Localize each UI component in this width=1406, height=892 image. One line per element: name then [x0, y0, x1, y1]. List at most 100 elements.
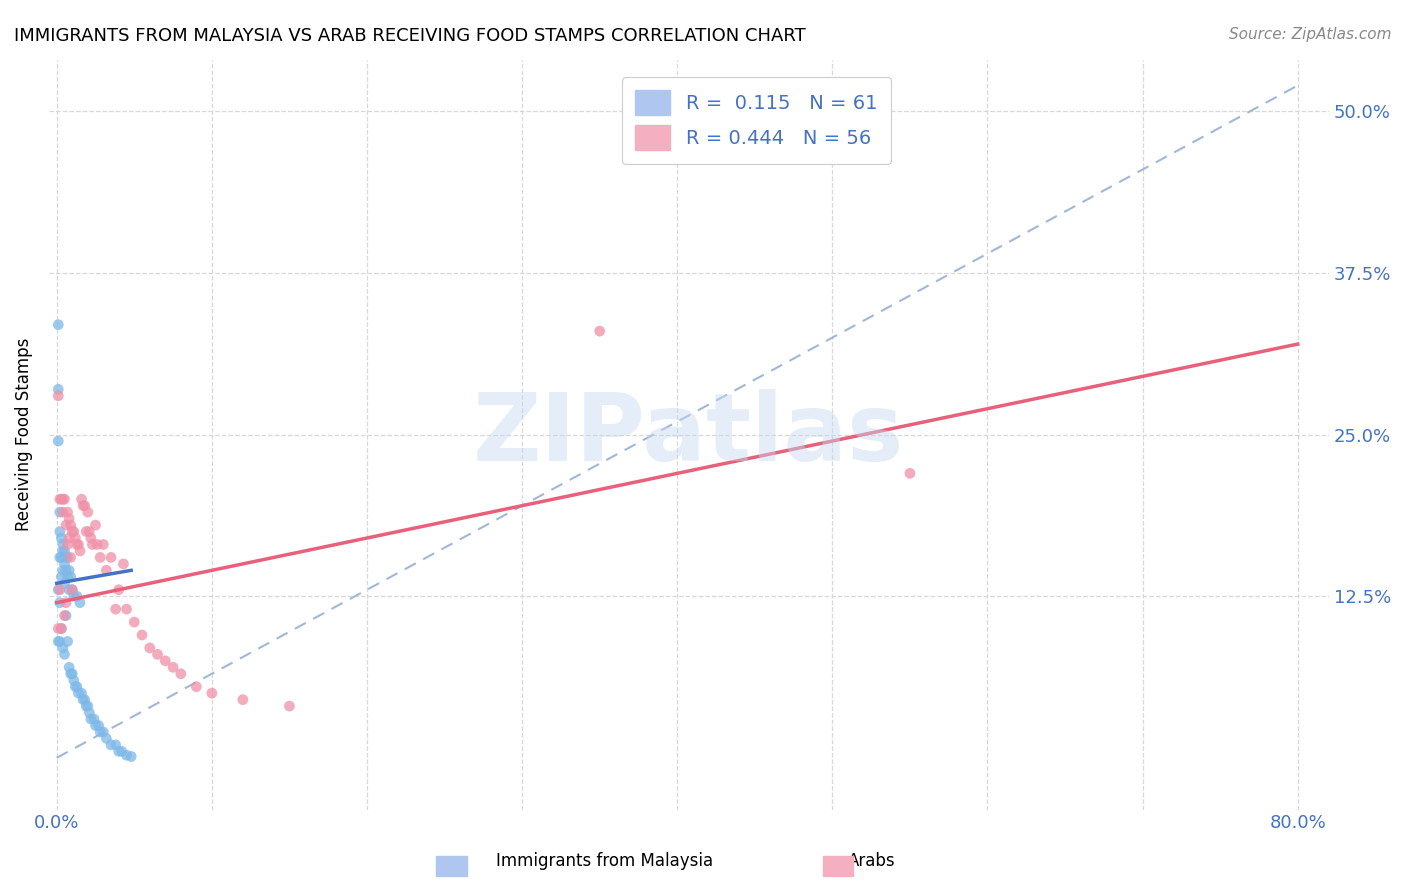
Point: [232, 692, 254, 706]
Point: [170, 666, 193, 681]
Point: [84, 518, 107, 533]
Point: [53, 544, 76, 558]
Text: Arabs: Arabs: [848, 852, 896, 870]
Point: [53, 608, 76, 623]
Point: [66, 680, 89, 694]
Point: [52, 544, 75, 558]
Point: [49, 596, 72, 610]
Point: [55, 596, 77, 610]
Point: [46, 318, 69, 332]
Point: [155, 654, 177, 668]
Point: [53, 557, 76, 571]
Point: [84, 718, 107, 732]
Point: [91, 537, 114, 551]
Point: [58, 563, 80, 577]
Point: [82, 537, 104, 551]
Point: [51, 570, 73, 584]
Text: ZIPatlas: ZIPatlas: [474, 389, 904, 481]
Point: [72, 499, 94, 513]
Point: [96, 731, 118, 746]
Point: [69, 596, 91, 610]
Point: [107, 744, 129, 758]
Text: Immigrants from Malaysia: Immigrants from Malaysia: [496, 852, 713, 870]
Point: [56, 550, 79, 565]
Point: [49, 492, 72, 507]
Point: [46, 634, 69, 648]
Point: [112, 557, 135, 571]
Point: [49, 505, 72, 519]
Point: [52, 492, 75, 507]
Point: [55, 608, 77, 623]
Point: [201, 686, 224, 700]
Point: [51, 531, 73, 545]
Point: [60, 582, 83, 597]
Point: [66, 537, 89, 551]
Point: [100, 550, 122, 565]
Point: [76, 699, 98, 714]
Point: [70, 492, 93, 507]
Point: [107, 582, 129, 597]
Point: [60, 666, 83, 681]
Point: [52, 537, 75, 551]
Point: [46, 582, 69, 597]
Point: [124, 615, 146, 629]
Point: [60, 524, 83, 539]
Point: [67, 686, 90, 700]
Point: [51, 492, 73, 507]
Point: [46, 622, 69, 636]
Point: [51, 622, 73, 636]
Point: [162, 660, 184, 674]
Point: [53, 648, 76, 662]
Point: [186, 680, 208, 694]
Point: [52, 640, 75, 655]
Point: [51, 622, 73, 636]
Point: [104, 738, 127, 752]
Point: [66, 589, 89, 603]
Point: [115, 602, 138, 616]
Point: [49, 524, 72, 539]
Point: [46, 382, 69, 396]
Point: [51, 550, 73, 565]
Point: [86, 537, 108, 551]
Point: [52, 505, 75, 519]
Point: [59, 550, 82, 565]
Point: [83, 712, 105, 726]
Point: [55, 563, 77, 577]
Point: [59, 570, 82, 584]
Legend: R =  0.115   N = 61, R = 0.444   N = 56: R = 0.115 N = 61, R = 0.444 N = 56: [621, 77, 891, 164]
Point: [76, 505, 98, 519]
Point: [46, 434, 69, 448]
Point: [89, 550, 111, 565]
Text: Source: ZipAtlas.com: Source: ZipAtlas.com: [1229, 27, 1392, 42]
Y-axis label: Receiving Food Stamps: Receiving Food Stamps: [15, 338, 32, 532]
Point: [52, 563, 75, 577]
Point: [65, 531, 87, 545]
Point: [69, 544, 91, 558]
Point: [146, 648, 169, 662]
Point: [104, 602, 127, 616]
Point: [75, 524, 97, 539]
Point: [62, 673, 84, 688]
Point: [56, 505, 79, 519]
Point: [49, 634, 72, 648]
Point: [56, 634, 79, 648]
Point: [49, 550, 72, 565]
Point: [56, 570, 79, 584]
Point: [89, 725, 111, 739]
Point: [49, 582, 72, 597]
Point: [87, 718, 110, 732]
Point: [59, 666, 82, 681]
Point: [53, 576, 76, 591]
Point: [55, 550, 77, 565]
Point: [111, 744, 134, 758]
Point: [62, 589, 84, 603]
Point: [58, 582, 80, 597]
Point: [80, 531, 103, 545]
Point: [79, 706, 101, 720]
Point: [60, 582, 83, 597]
Point: [139, 640, 162, 655]
Point: [65, 680, 87, 694]
Point: [898, 467, 921, 481]
Point: [115, 748, 138, 763]
Point: [120, 749, 142, 764]
